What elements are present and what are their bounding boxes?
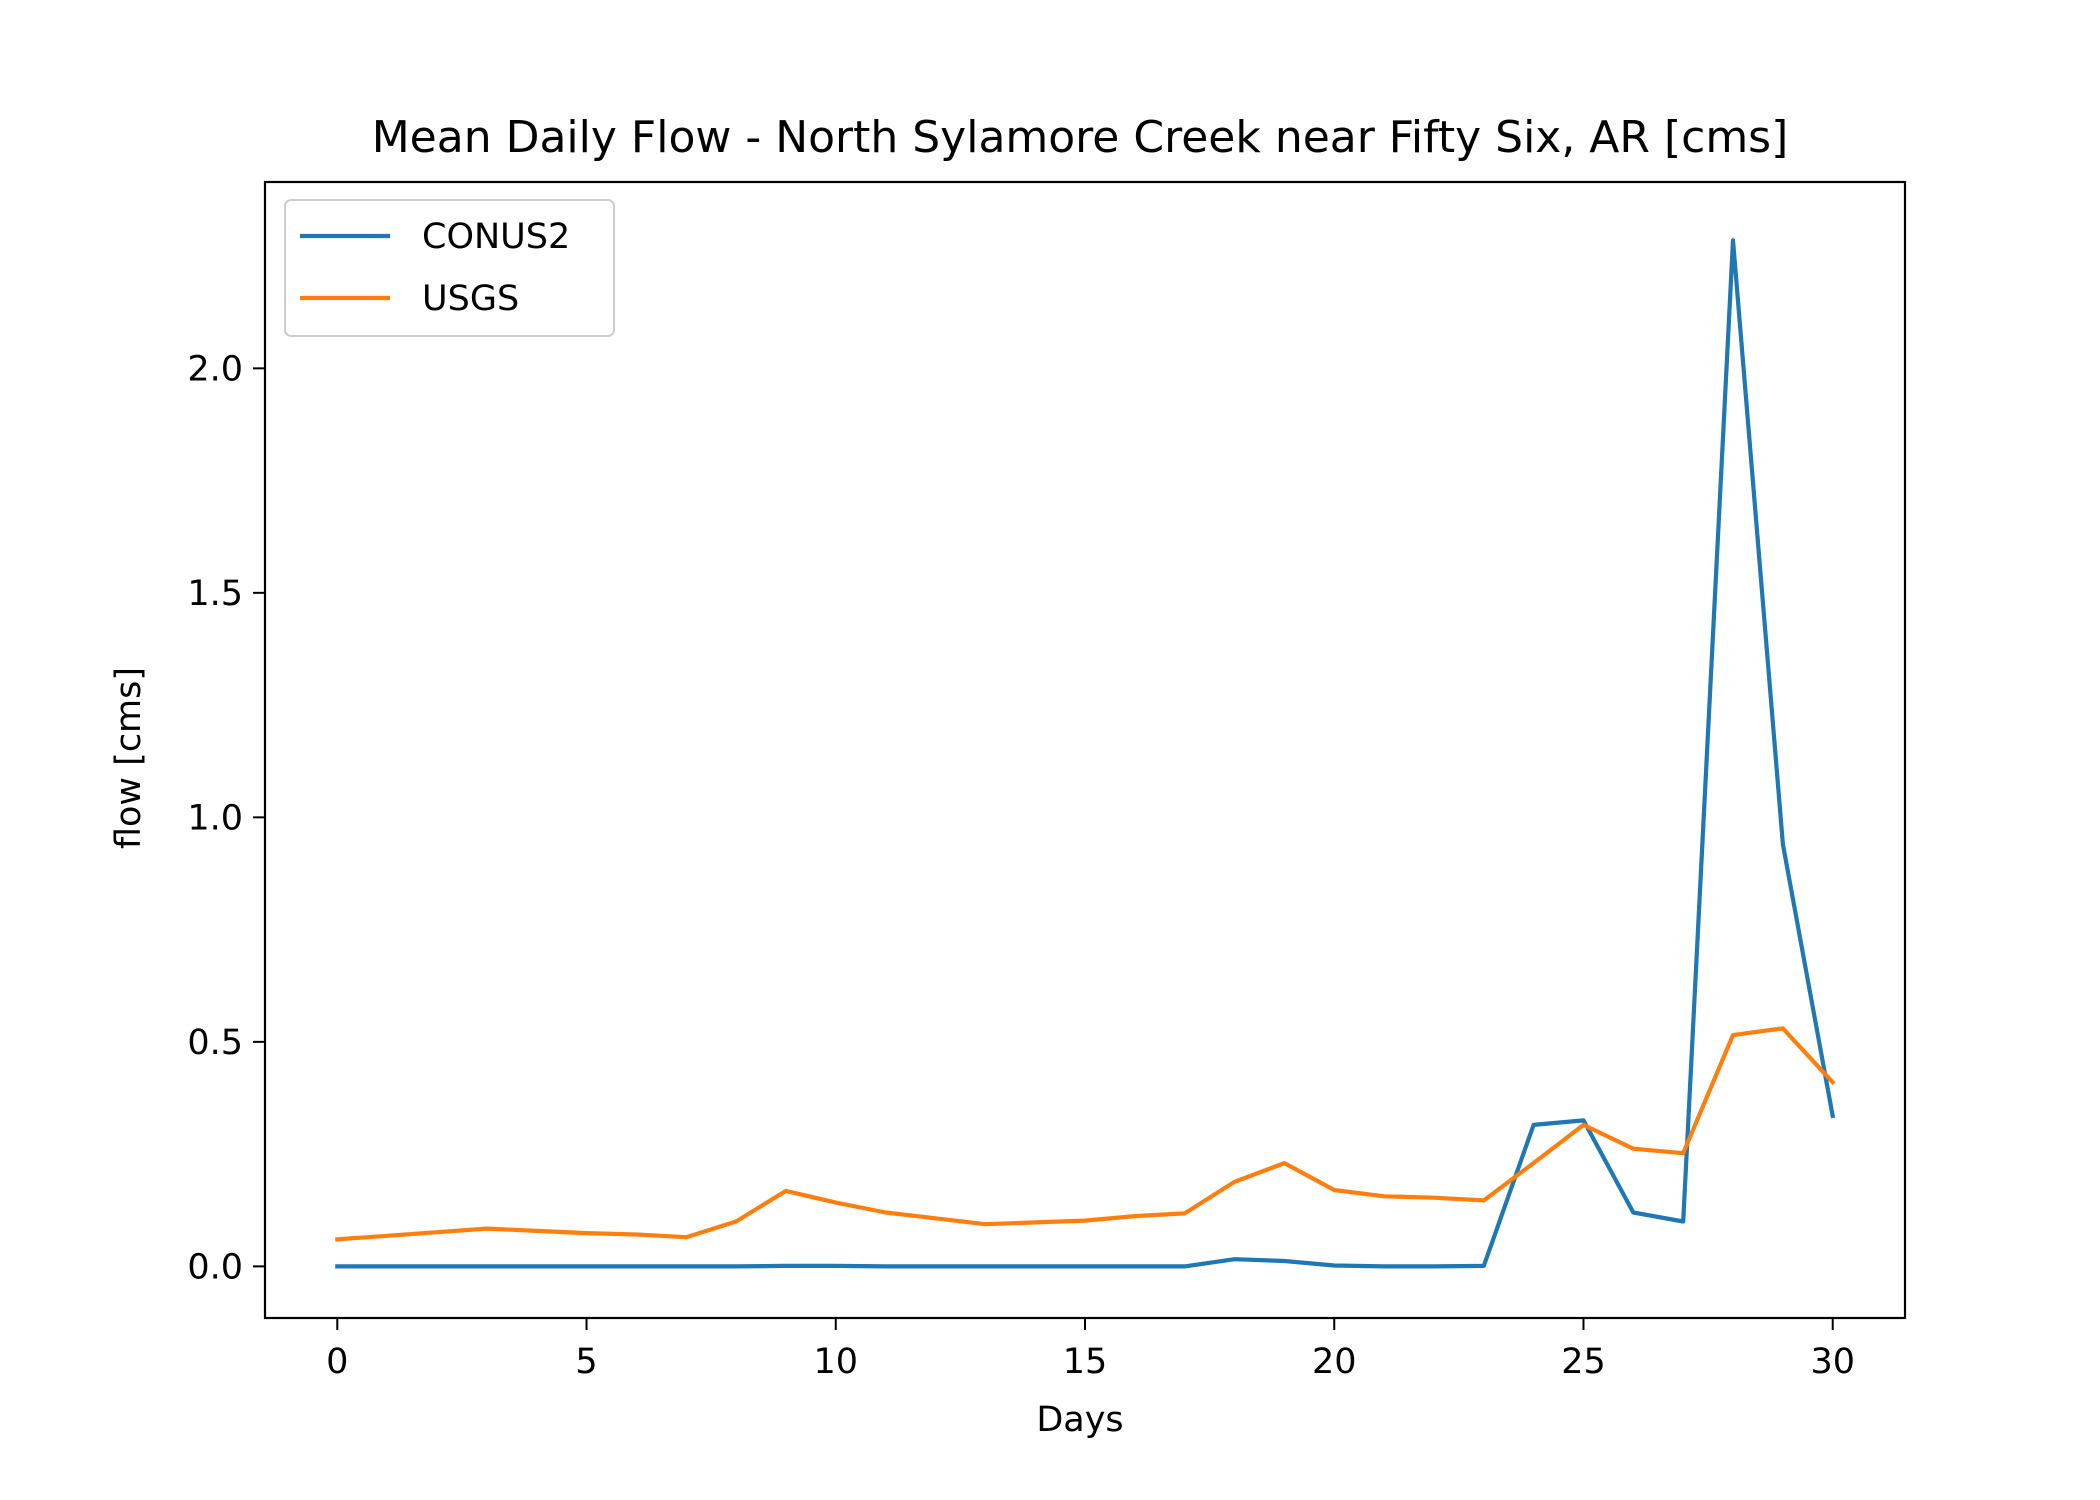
series-line-conus2 [335,238,1836,1269]
x-tick-label: 15 [1063,1342,1108,1382]
legend: CONUS2 USGS [284,199,615,337]
y-axis-label: flow [cms] [109,667,149,849]
y-tick-label: 2.0 [187,349,243,389]
x-tick-label: 0 [326,1342,348,1382]
x-tick-label: 20 [1312,1342,1357,1382]
y-tick-label: 1.0 [187,798,243,838]
x-axis: 0 5 10 15 20 25 30 [326,1318,1855,1382]
y-tick-label: 1.5 [187,574,243,614]
series-line-usgs [335,1026,1836,1242]
y-tick-label: 0.5 [187,1023,243,1063]
y-tick-label: 0.0 [187,1247,243,1287]
legend-label-conus2: CONUS2 [422,217,570,257]
x-axis-label: Days [1036,1400,1123,1440]
x-tick-label: 30 [1810,1342,1855,1382]
x-tick-label: 25 [1561,1342,1606,1382]
chart-title: Mean Daily Flow - North Sylamore Creek n… [372,112,1789,163]
y-axis: 0.0 0.5 1.0 1.5 2.0 [187,349,265,1287]
x-tick-label: 5 [575,1342,597,1382]
legend-label-usgs: USGS [422,279,519,319]
x-tick-label: 10 [813,1342,858,1382]
